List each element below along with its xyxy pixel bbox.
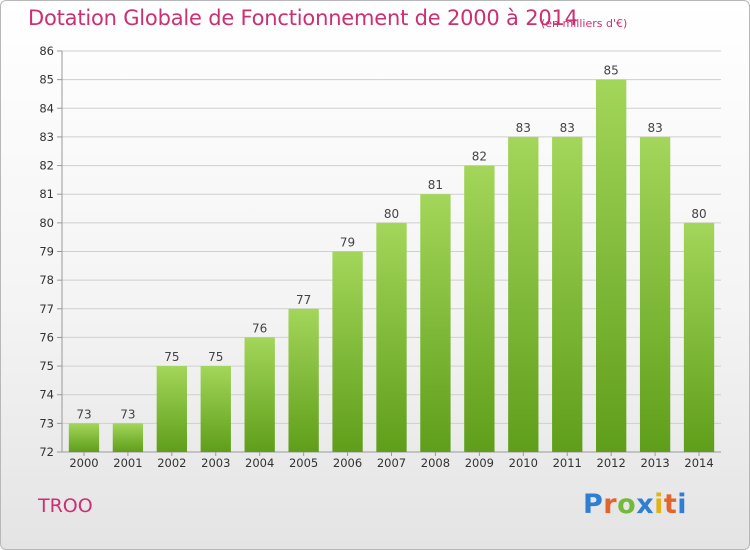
x-tick-label: 2009	[465, 456, 494, 470]
bar-2008[interactable]	[420, 194, 451, 452]
bar-value-label: 81	[428, 178, 443, 192]
bar-2014[interactable]	[683, 222, 715, 452]
bar-value-label: 76	[252, 321, 267, 335]
bar-value-label: 85	[604, 64, 619, 78]
bar-value-label: 82	[472, 150, 487, 164]
y-tick-label: 79	[39, 245, 54, 259]
y-tick-label: 78	[39, 273, 54, 287]
y-tick-label: 81	[39, 187, 54, 201]
bar-2012[interactable]	[596, 79, 627, 453]
bar-2005[interactable]	[288, 308, 319, 452]
x-tick-label: 2010	[509, 456, 538, 470]
bar-value-label: 83	[560, 121, 575, 135]
y-tick-label: 77	[39, 302, 54, 316]
bar-2007[interactable]	[376, 222, 407, 452]
bar-2002[interactable]	[156, 366, 187, 452]
x-tick-label: 2007	[377, 456, 406, 470]
x-tick-label: 2004	[245, 456, 274, 470]
x-tick-label: 2001	[113, 456, 142, 470]
y-tick-label: 76	[39, 330, 54, 344]
y-tick-label: 86	[39, 44, 54, 58]
y-tick-label: 74	[39, 388, 54, 402]
commune-name: TROO	[38, 495, 93, 517]
x-tick-label: 2006	[333, 456, 362, 470]
x-tick-label: 2014	[684, 456, 713, 470]
x-tick-label: 2003	[201, 456, 230, 470]
bar-2003[interactable]	[200, 366, 231, 452]
bar-value-label: 83	[516, 121, 531, 135]
bar-value-label: 75	[208, 350, 223, 364]
bar-2013[interactable]	[639, 136, 671, 452]
bar-value-label: 80	[384, 207, 399, 221]
x-tick-label: 2005	[289, 456, 318, 470]
y-tick-label: 75	[39, 359, 54, 373]
data-labels: 73 73 75 75 76 77 79 80 81 82 83 83 85 83 80	[76, 64, 706, 422]
bars	[68, 79, 715, 453]
y-tick-label: 85	[39, 73, 54, 87]
y-tick-label: 84	[39, 101, 54, 115]
bar-value-label: 79	[340, 236, 355, 250]
bar-2011[interactable]	[552, 136, 583, 452]
chart-units: (en milliers d'€)	[541, 17, 628, 30]
bar-2006[interactable]	[332, 251, 363, 453]
y-tick-label: 72	[39, 445, 54, 459]
bar-value-label: 77	[296, 293, 311, 307]
bar-value-label: 80	[691, 207, 706, 221]
x-tick-label: 2008	[421, 456, 450, 470]
bar-2010[interactable]	[508, 136, 539, 452]
bar-value-label: 73	[120, 407, 135, 421]
x-tick-label: 2012	[597, 456, 626, 470]
proxiti-logo[interactable]: Proxiti	[583, 489, 688, 520]
x-tick-label: 2002	[157, 456, 186, 470]
x-tick-label: 2011	[553, 456, 582, 470]
bar-value-label: 83	[647, 121, 662, 135]
y-tick-label: 73	[39, 416, 54, 430]
bar-value-label: 75	[164, 350, 179, 364]
y-tick-label: 80	[39, 216, 54, 230]
bar-value-label: 73	[76, 407, 91, 421]
y-tick-label: 82	[39, 159, 54, 173]
x-tick-label: 2013	[640, 456, 669, 470]
chart-title: Dotation Globale de Fonctionnement de 20…	[28, 6, 578, 30]
bar-2009[interactable]	[464, 165, 495, 453]
bar-2000[interactable]	[68, 423, 100, 452]
bar-2004[interactable]	[244, 337, 275, 452]
bar-2001[interactable]	[112, 423, 144, 452]
x-tick-label: 2000	[69, 456, 98, 470]
y-tick-label: 83	[39, 130, 54, 144]
